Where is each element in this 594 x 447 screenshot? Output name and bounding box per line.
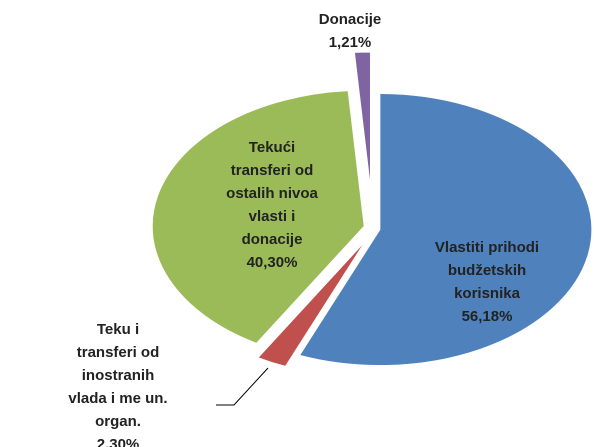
value-label: 40,30% xyxy=(247,254,298,271)
slice-label: Vlastiti prihodi budžetskih korisnika xyxy=(435,239,539,302)
pie-slice xyxy=(151,90,365,344)
value-label: 2,30% xyxy=(97,436,140,447)
pie-slice xyxy=(298,93,593,367)
pie-slice xyxy=(353,51,371,189)
pie-slice xyxy=(257,240,367,367)
slice-label: Donacije xyxy=(319,11,382,28)
leader-line xyxy=(216,367,269,406)
value-label: 56,18% xyxy=(462,308,513,325)
value-label: 1,21% xyxy=(329,34,372,51)
slice-label: Teku i transferi od inostranih vlada i me u… xyxy=(68,321,167,430)
